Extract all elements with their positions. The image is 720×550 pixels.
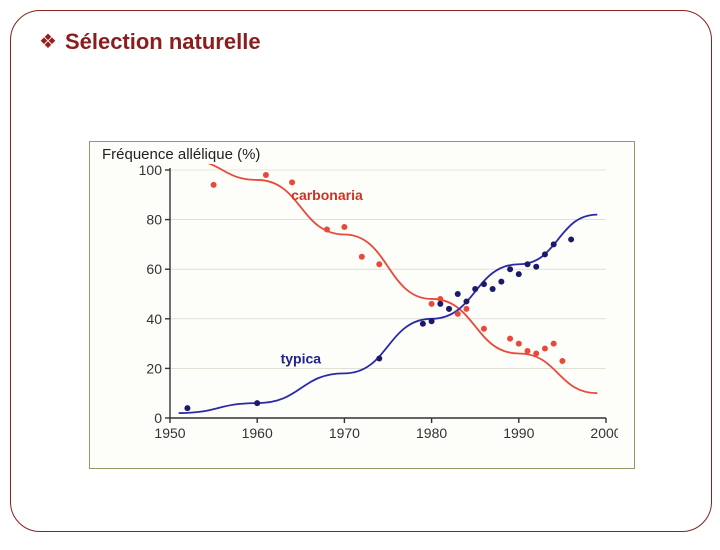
- svg-text:80: 80: [146, 212, 162, 228]
- svg-text:1990: 1990: [503, 425, 534, 441]
- slide-frame: ❖ Sélection naturelle Fréquence alléliqu…: [10, 10, 712, 532]
- svg-text:20: 20: [146, 360, 162, 376]
- svg-text:60: 60: [146, 261, 162, 277]
- svg-text:carbonaria: carbonaria: [291, 187, 363, 203]
- chart-frame: Fréquence allélique (%) 0 20 40 60 80 100 1950…: [89, 141, 635, 469]
- svg-text:1960: 1960: [242, 425, 273, 441]
- svg-text:2000: 2000: [590, 425, 618, 441]
- svg-text:0: 0: [154, 410, 162, 426]
- svg-text:40: 40: [146, 311, 162, 327]
- svg-text:1970: 1970: [329, 425, 360, 441]
- chart-plot: 0 20 40 60 80 100 1950 1960 1970 1980 1990 2000 carb…: [138, 164, 618, 444]
- y-axis-title: Fréquence allélique (%): [102, 146, 260, 163]
- svg-text:1980: 1980: [416, 425, 447, 441]
- svg-text:100: 100: [139, 164, 163, 178]
- svg-text:1950: 1950: [154, 425, 185, 441]
- slide-title: Sélection naturelle: [65, 29, 261, 55]
- title-row: ❖ Sélection naturelle: [39, 29, 261, 55]
- svg-text:typica: typica: [281, 350, 322, 366]
- diamond-bullet-icon: ❖: [39, 32, 57, 52]
